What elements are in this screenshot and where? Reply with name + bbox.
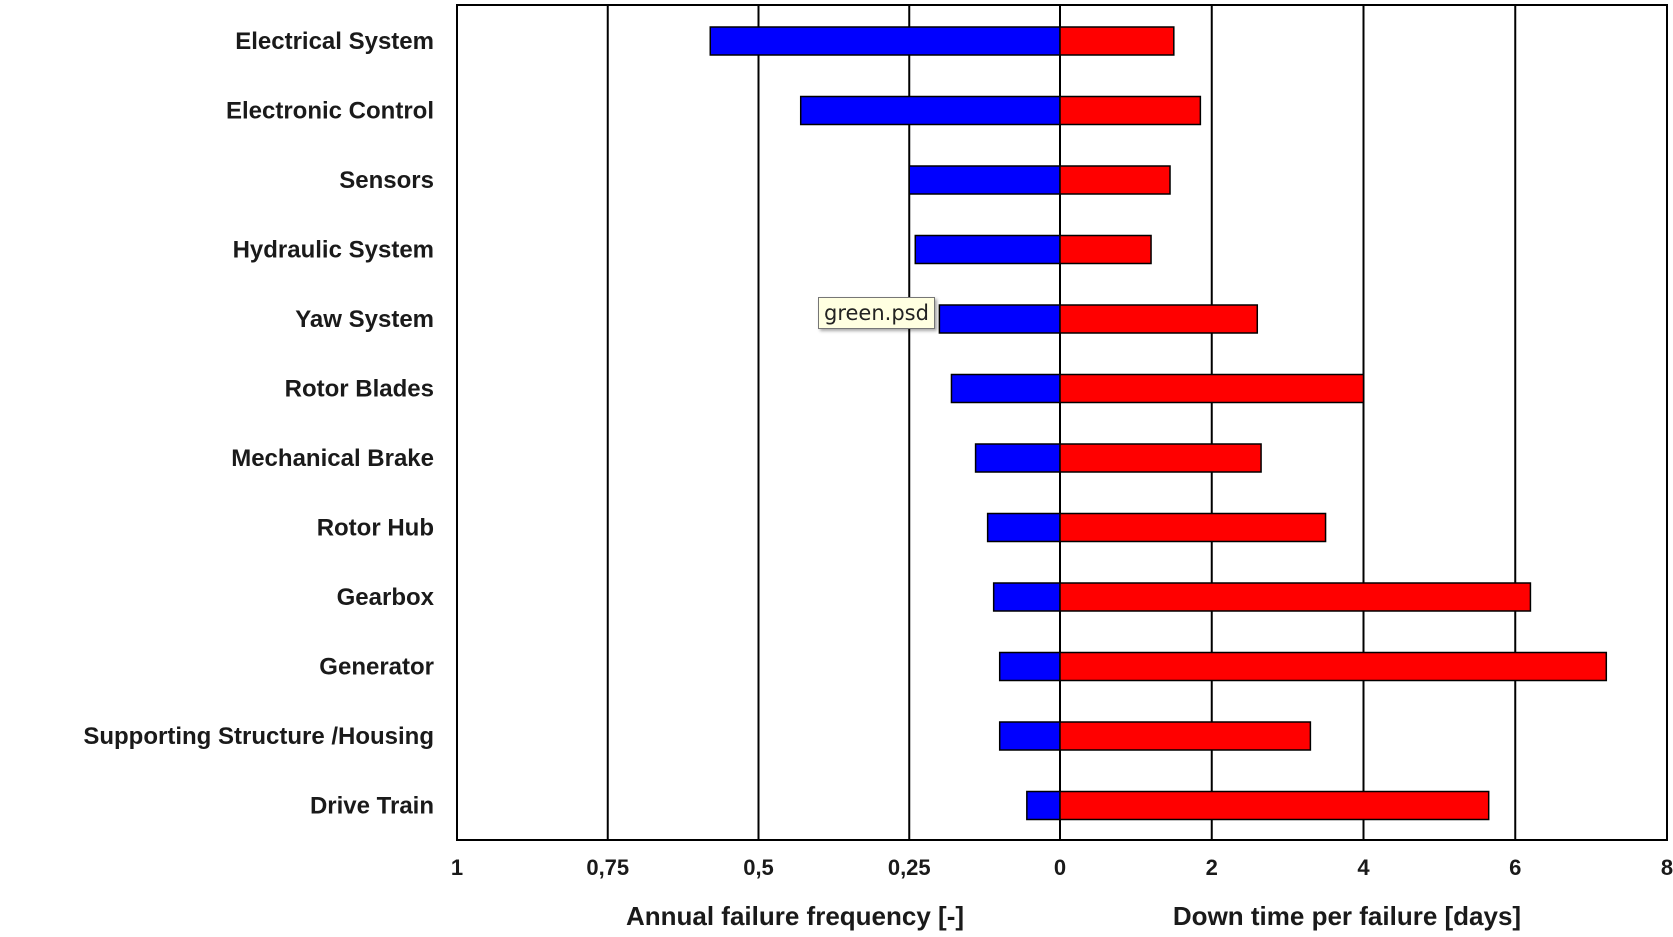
category-label-0: Electrical System xyxy=(235,28,434,55)
bar-downtime-11 xyxy=(1059,790,1490,821)
tick-left-1: 0,75 xyxy=(586,855,629,880)
bar-frequency-5 xyxy=(950,373,1061,404)
tick-right-3: 8 xyxy=(1661,855,1673,880)
tick-right-1: 4 xyxy=(1357,855,1370,880)
tick-labels: 1 0,75 0,5 0,25 0 2 4 6 8 xyxy=(451,855,1673,880)
category-label-3: Hydraulic System xyxy=(233,237,434,264)
category-label-5: Rotor Blades xyxy=(285,376,434,403)
category-label-7: Rotor Hub xyxy=(317,515,434,542)
bar-frequency-9 xyxy=(998,651,1061,682)
right-axis-title: Down time per failure [days] xyxy=(1173,901,1521,931)
file-tooltip: green.psd xyxy=(818,297,935,329)
category-label-1: Electronic Control xyxy=(226,98,434,125)
tick-left-0: 1 xyxy=(451,855,463,880)
category-label-9: Generator xyxy=(319,654,434,681)
category-label-4: Yaw System xyxy=(295,306,434,333)
bar-downtime-2 xyxy=(1059,165,1171,195)
tick-left-3: 0,25 xyxy=(888,855,931,880)
bar-downtime-7 xyxy=(1059,512,1327,543)
bars xyxy=(709,26,1608,821)
bar-frequency-8 xyxy=(992,582,1061,612)
bar-frequency-7 xyxy=(986,512,1061,543)
bar-frequency-1 xyxy=(799,95,1061,126)
category-labels: Electrical System Electronic Control Senso… xyxy=(83,28,434,820)
tick-left-2: 0,5 xyxy=(743,855,774,880)
bar-frequency-4 xyxy=(938,304,1061,334)
category-label-2: Sensors xyxy=(339,167,434,194)
left-axis-title: Annual failure frequency [-] xyxy=(626,901,964,931)
bar-downtime-8 xyxy=(1059,582,1532,612)
bar-frequency-0 xyxy=(709,26,1061,56)
bar-downtime-0 xyxy=(1059,26,1175,56)
category-label-11: Drive Train xyxy=(310,793,434,820)
bar-downtime-6 xyxy=(1059,443,1262,473)
plot-frame xyxy=(456,4,1668,841)
bar-frequency-10 xyxy=(998,721,1061,751)
bar-downtime-10 xyxy=(1059,721,1312,751)
bar-downtime-1 xyxy=(1059,95,1202,126)
tick-left-4: 0 xyxy=(1054,855,1066,880)
category-label-6: Mechanical Brake xyxy=(231,445,434,472)
bar-frequency-11 xyxy=(1026,790,1061,821)
bar-frequency-2 xyxy=(908,165,1061,195)
category-label-8: Gearbox xyxy=(337,584,435,611)
bar-downtime-4 xyxy=(1059,304,1259,334)
bar-downtime-3 xyxy=(1059,234,1152,265)
bar-frequency-6 xyxy=(974,443,1061,473)
bar-frequency-3 xyxy=(914,234,1061,265)
tick-right-0: 2 xyxy=(1206,855,1218,880)
bar-downtime-5 xyxy=(1059,373,1365,404)
gridlines xyxy=(606,5,1517,840)
category-label-10: Supporting Structure /Housing xyxy=(83,723,434,750)
bar-downtime-9 xyxy=(1059,651,1608,682)
tick-right-2: 6 xyxy=(1509,855,1521,880)
